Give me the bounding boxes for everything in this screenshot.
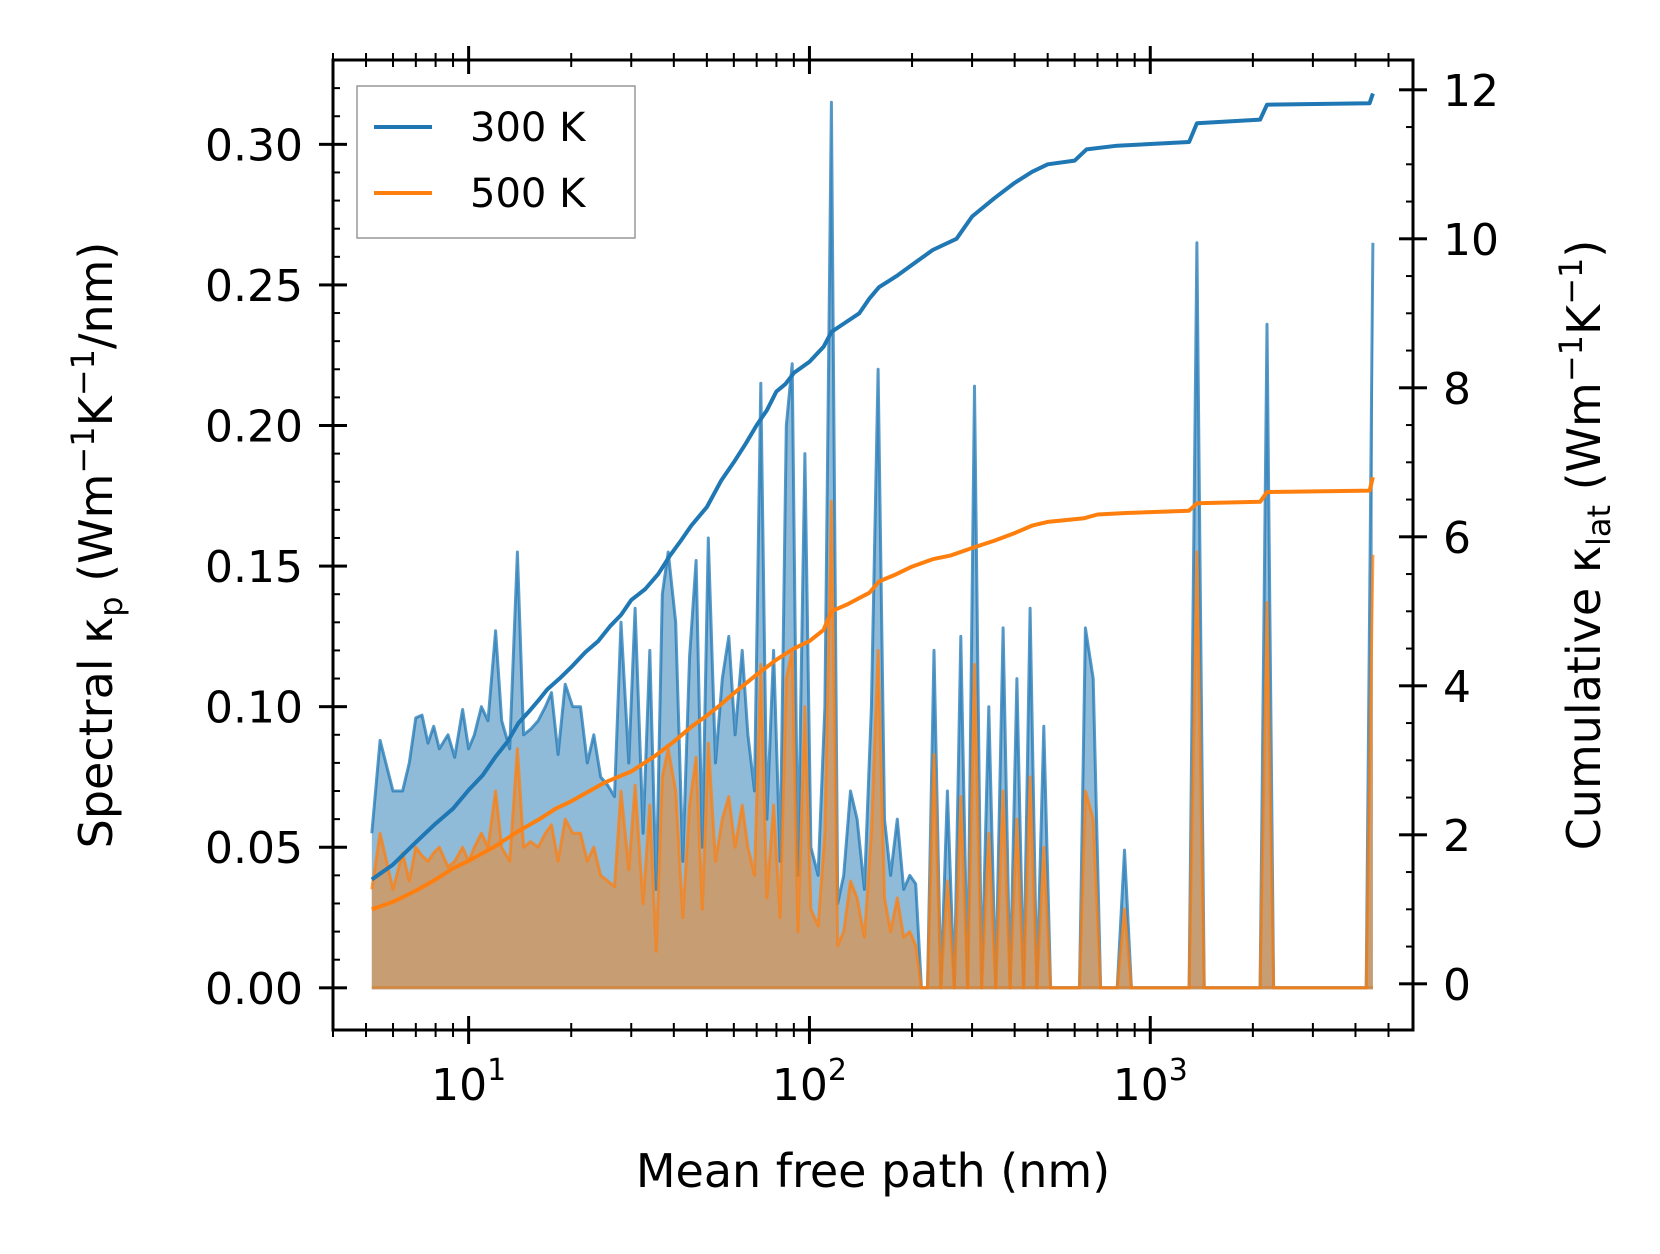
- spectral-line-300k: [370, 100, 1375, 990]
- x-tick-base: 10: [431, 1060, 487, 1111]
- right-y-tick-label: 4: [1443, 662, 1471, 713]
- plot-area: [370, 92, 1375, 990]
- x-tick-exponent: 2: [828, 1053, 847, 1088]
- x-tick-exponent: 1: [487, 1053, 506, 1088]
- right-y-tick-label: 12: [1443, 66, 1499, 117]
- left-y-tick-label: 0.20: [205, 402, 303, 453]
- x-tick-exponent: 3: [1169, 1053, 1188, 1088]
- tick-marks: 0.000.050.100.150.200.250.30024681012101…: [205, 46, 1499, 1111]
- legend: 300 K 500 K: [356, 85, 636, 239]
- x-tick-label: 103: [1113, 1053, 1188, 1111]
- right-y-tick-label: 8: [1443, 364, 1471, 415]
- x-tick-label: 101: [431, 1053, 506, 1111]
- axes-frame: [331, 58, 1415, 1032]
- left-y-tick-label: 0.25: [205, 261, 303, 312]
- spectral-area-500k: [371, 501, 1373, 988]
- left-y-tick-label: 0.05: [205, 823, 303, 874]
- x-tick-base: 10: [1113, 1060, 1169, 1111]
- left-y-tick-label: 0.30: [205, 120, 303, 171]
- right-y-tick-label: 0: [1443, 960, 1471, 1011]
- left-y-tick-label: 0.15: [205, 542, 303, 593]
- x-axis-title: Mean free path (nm): [636, 1144, 1110, 1198]
- legend-label-500k: 500 K: [470, 171, 587, 217]
- legend-box: [356, 85, 636, 239]
- cumulative-line-500k: [371, 476, 1375, 912]
- left-y-tick-label: 0.00: [205, 964, 303, 1015]
- cumulative-line-300k: [370, 92, 1375, 882]
- right-y-tick-label: 10: [1443, 215, 1499, 266]
- left-y-tick-label: 0.10: [205, 683, 303, 734]
- spectral-line-500k: [370, 499, 1375, 990]
- x-tick-label: 102: [772, 1053, 847, 1111]
- left-y-axis-title: Spectral κp (Wm−1K−1/nm): [64, 242, 130, 849]
- right-y-tick-label: 6: [1443, 513, 1471, 564]
- x-tick-base: 10: [772, 1060, 828, 1111]
- right-y-tick-label: 2: [1443, 811, 1471, 862]
- legend-label-300k: 300 K: [470, 105, 587, 151]
- right-y-axis-title: Cumulative κlat (Wm−1K−1): [1552, 240, 1618, 851]
- spectral-area-300k: [371, 102, 1373, 988]
